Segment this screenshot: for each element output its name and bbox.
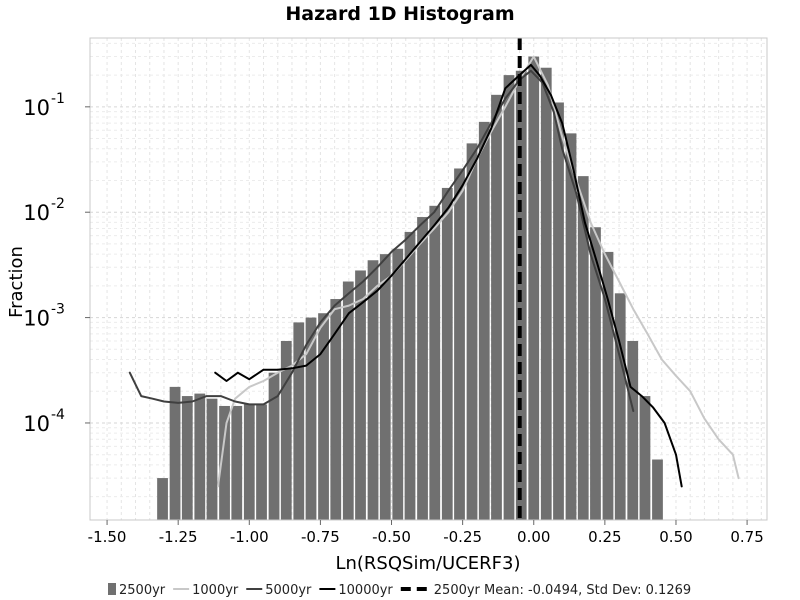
y-axis-label: Fraction bbox=[6, 246, 27, 318]
x-tick-label: -0.75 bbox=[301, 528, 340, 546]
histogram-bar bbox=[441, 187, 453, 520]
x-tick-label: 0.50 bbox=[659, 528, 692, 546]
histogram-bar bbox=[367, 260, 379, 520]
histogram-bar bbox=[157, 478, 168, 520]
series-line-10000yr bbox=[214, 63, 683, 488]
x-tick-label: -1.50 bbox=[88, 528, 127, 546]
histogram-bar bbox=[243, 404, 255, 520]
histogram-bar bbox=[577, 176, 589, 521]
histogram-bar bbox=[454, 168, 465, 521]
histogram-bar bbox=[194, 393, 206, 520]
x-axis-ticks: -1.50 -1.25 -1.00 -0.75 -0.50 -0.25 0.00 0.25 0.… bbox=[88, 520, 764, 546]
histogram-bar bbox=[503, 75, 515, 520]
legend-item: 1000yr bbox=[173, 583, 239, 598]
histogram-bar bbox=[280, 340, 292, 520]
histogram-bar bbox=[652, 459, 663, 520]
histogram-bar bbox=[639, 396, 651, 520]
y-tick-label-exponent: -2 bbox=[51, 196, 65, 212]
histogram-bar bbox=[305, 317, 317, 520]
histogram-bar bbox=[379, 254, 391, 521]
legend-label: 2500yr Mean: -0.0494, Std Dev: 0.1269 bbox=[434, 583, 691, 598]
plot-border bbox=[89, 37, 768, 521]
histogram-bar bbox=[169, 386, 181, 520]
histogram-bar bbox=[231, 405, 243, 520]
histogram-bar bbox=[219, 405, 230, 520]
legend: 2500yr 1000yr 5000yr 10000yr 2500yr Mean: -0… bbox=[108, 583, 691, 598]
legend-item: 10000yr bbox=[319, 583, 393, 598]
histogram-bar bbox=[429, 205, 441, 520]
x-tick-label: -1.00 bbox=[230, 528, 269, 546]
legend-label: 5000yr bbox=[265, 583, 312, 598]
histogram-bar bbox=[342, 281, 354, 520]
histogram-bar bbox=[330, 299, 342, 520]
y-axis-ticks: 10-110-210-310-4 bbox=[23, 91, 90, 436]
histogram-bar bbox=[528, 56, 540, 520]
series-line-5000yr bbox=[128, 69, 635, 412]
series-lines bbox=[128, 55, 740, 488]
histogram-bar bbox=[181, 396, 193, 520]
x-tick-label: -0.50 bbox=[372, 528, 411, 546]
histogram-bar bbox=[293, 322, 305, 520]
y-tick-label-base: 10 bbox=[23, 412, 50, 436]
legend-item: 2500yr bbox=[108, 583, 166, 598]
histogram-bar bbox=[602, 251, 614, 520]
histogram-bar bbox=[614, 293, 626, 520]
histogram-bar bbox=[627, 340, 639, 520]
y-tick-label-exponent: -1 bbox=[51, 91, 65, 107]
histogram-bar bbox=[417, 217, 428, 521]
histogram-bar bbox=[565, 133, 577, 521]
histogram-bar bbox=[466, 143, 478, 520]
legend-item: 5000yr bbox=[246, 583, 312, 598]
histogram-bar bbox=[540, 67, 552, 521]
legend-item: 2500yr Mean: -0.0494, Std Dev: 0.1269 bbox=[400, 583, 691, 598]
y-tick-label-base: 10 bbox=[23, 201, 50, 225]
histogram-bar bbox=[318, 313, 329, 520]
y-tick-label-exponent: -4 bbox=[51, 407, 65, 423]
legend-swatch bbox=[108, 583, 116, 595]
x-tick-label: 0.75 bbox=[730, 528, 763, 546]
y-tick-label-base: 10 bbox=[23, 96, 50, 120]
histogram-bar bbox=[206, 398, 218, 520]
histogram-bar bbox=[392, 248, 404, 520]
histogram-bar bbox=[404, 231, 416, 520]
legend-label: 10000yr bbox=[338, 583, 393, 598]
x-tick-label: -0.25 bbox=[443, 528, 482, 546]
x-tick-label: 0.25 bbox=[588, 528, 621, 546]
x-axis-label: Ln(RSQSim/UCERF3) bbox=[335, 553, 520, 574]
x-tick-label: -1.25 bbox=[159, 528, 198, 546]
histogram-bar bbox=[590, 227, 601, 520]
histogram-bar bbox=[268, 372, 280, 520]
histogram-bar bbox=[478, 121, 490, 520]
histogram-bar bbox=[553, 102, 564, 520]
y-tick-label-exponent: -3 bbox=[51, 302, 65, 318]
histogram-bar bbox=[491, 94, 502, 520]
x-tick-label: 0.00 bbox=[517, 528, 550, 546]
histogram-bar bbox=[256, 404, 267, 520]
y-tick-label-base: 10 bbox=[23, 307, 50, 331]
histogram-bar bbox=[355, 270, 366, 520]
chart-title: Hazard 1D Histogram bbox=[285, 3, 514, 25]
legend-label: 1000yr bbox=[192, 583, 239, 598]
legend-label: 2500yr bbox=[119, 583, 166, 598]
